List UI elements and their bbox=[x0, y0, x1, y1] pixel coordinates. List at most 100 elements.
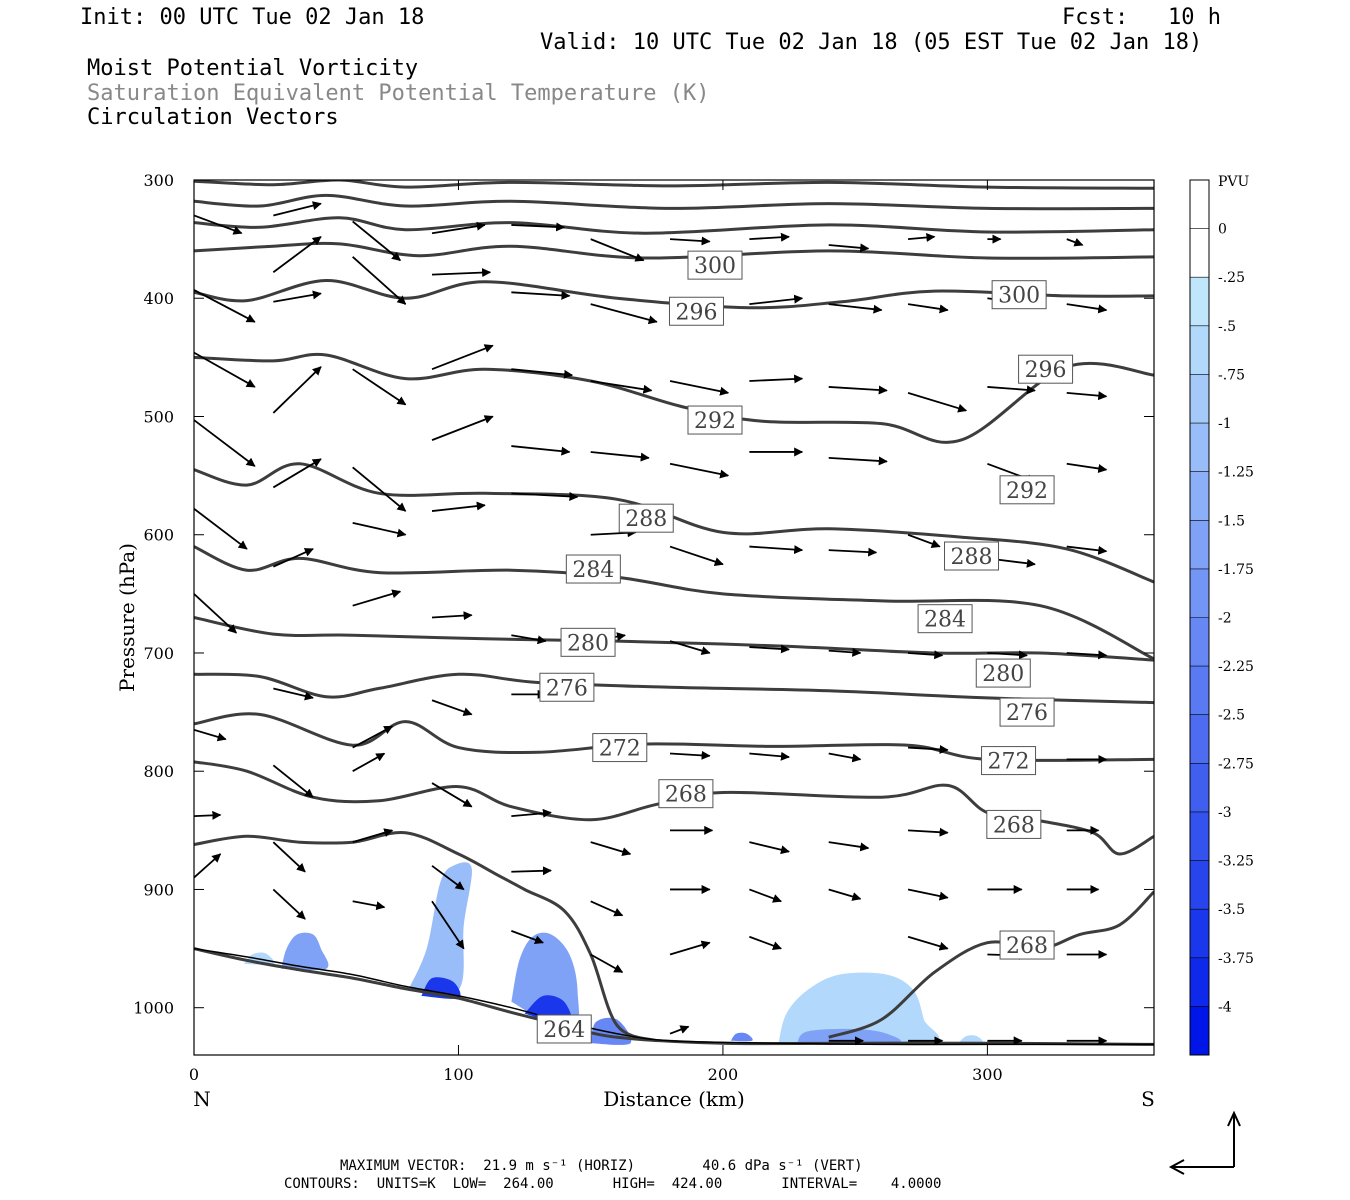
circulation-vector bbox=[907, 827, 949, 837]
contour-label-box bbox=[539, 672, 595, 702]
colorbar-swatch bbox=[1190, 471, 1209, 521]
contour-label: 272 bbox=[592, 733, 648, 763]
contour-label-box bbox=[658, 779, 714, 809]
init-time: Init: 00 UTC Tue 02 Jan 18 bbox=[80, 5, 425, 30]
circulation-vector bbox=[590, 841, 632, 856]
field-title-theta-es: Saturation Equivalent Potential Temperat… bbox=[87, 81, 710, 106]
circulation-vector bbox=[352, 522, 407, 538]
x-axis-label: Distance (km) bbox=[603, 1087, 745, 1111]
contour-label: 300 bbox=[687, 250, 743, 280]
circulation-vector bbox=[590, 900, 624, 917]
theta-contour-284 bbox=[194, 616, 1154, 662]
colorbar-frame bbox=[1189, 179, 1210, 1056]
colorbar-swatch bbox=[1190, 860, 1209, 910]
contour-label-box bbox=[592, 733, 648, 763]
circulation-vector bbox=[194, 214, 243, 235]
y-tick-label: 800 bbox=[143, 762, 174, 781]
circulation-vector bbox=[194, 419, 256, 467]
circulation-vector bbox=[828, 385, 888, 395]
colorbar-level-label: -3.25 bbox=[1218, 854, 1254, 870]
contour-label: 272 bbox=[981, 746, 1037, 776]
reference-vector-icon bbox=[1168, 1110, 1241, 1175]
contour-label-text: 292 bbox=[694, 409, 736, 434]
contour-label: 284 bbox=[917, 604, 973, 634]
y-tick-label: 600 bbox=[143, 526, 174, 545]
colorbar-swatch bbox=[1190, 568, 1209, 618]
circulation-vector bbox=[511, 290, 571, 300]
pv-region bbox=[797, 1028, 901, 1044]
colorbar-level-label: -2.25 bbox=[1218, 659, 1254, 675]
contour-label-text: 284 bbox=[924, 608, 966, 633]
contour-label-text: 272 bbox=[599, 737, 641, 762]
circulation-vector bbox=[273, 290, 322, 303]
circulation-vector bbox=[352, 725, 394, 749]
contour-label-box bbox=[991, 280, 1047, 310]
contour-label-box bbox=[986, 809, 1042, 839]
circulation-vector bbox=[669, 545, 724, 566]
circulation-vector bbox=[828, 243, 870, 253]
colorbar-level-label: -1.5 bbox=[1218, 513, 1245, 529]
circulation-vector bbox=[1066, 462, 1108, 473]
circulation-vector bbox=[907, 888, 949, 901]
colorbar-level-label: -3.5 bbox=[1218, 902, 1245, 918]
valid-time: Valid: 10 UTC Tue 02 Jan 18 (05 EST Tue … bbox=[540, 30, 1203, 55]
colorbar-level-label: 0 bbox=[1218, 222, 1227, 238]
contour-label-text: 264 bbox=[543, 1018, 585, 1043]
colorbar-swatch bbox=[1190, 374, 1209, 424]
contour-label-text: 268 bbox=[993, 813, 1035, 838]
circulation-vector bbox=[272, 236, 322, 273]
circulation-vector bbox=[511, 808, 552, 818]
circulation-vector bbox=[669, 462, 730, 479]
contour-label-text: 276 bbox=[1006, 701, 1048, 726]
contour-label-text: 280 bbox=[567, 631, 609, 656]
contour-label-text: 288 bbox=[951, 545, 993, 570]
pv-region bbox=[281, 932, 329, 971]
theta-contour-308 bbox=[194, 180, 1154, 190]
x-tick-label: 0 bbox=[189, 1065, 199, 1084]
circulation-vector bbox=[669, 236, 711, 246]
circulation-vector bbox=[273, 201, 322, 217]
circulation-vector bbox=[749, 232, 790, 242]
x-axis-south-label: S bbox=[1141, 1087, 1155, 1111]
theta-contour-302 bbox=[194, 216, 1154, 235]
circulation-vector bbox=[669, 380, 730, 396]
circulation-vector bbox=[352, 900, 386, 911]
circulation-vector bbox=[431, 699, 473, 716]
circulation-vector bbox=[431, 501, 486, 512]
circulation-vector bbox=[352, 466, 407, 512]
circulation-vector bbox=[194, 728, 227, 742]
colorbar-level-label: -2 bbox=[1218, 611, 1232, 627]
colorbar-swatch bbox=[1190, 666, 1209, 716]
contour-label-box bbox=[981, 746, 1037, 776]
contour-label-box bbox=[999, 930, 1055, 960]
circulation-vector bbox=[511, 445, 571, 456]
field-title-pv: Moist Potential Vorticity bbox=[87, 56, 419, 81]
colorbar-swatch bbox=[1190, 811, 1209, 862]
contour-label-box bbox=[560, 627, 616, 657]
colorbar-swatch bbox=[1190, 325, 1209, 375]
colorbar-level-label: -1.25 bbox=[1218, 465, 1254, 481]
circulation-vector bbox=[352, 828, 394, 844]
contour-label: 284 bbox=[565, 554, 621, 584]
circulation-vector bbox=[749, 888, 782, 903]
circulation-vector bbox=[590, 528, 637, 538]
contour-label: 292 bbox=[687, 405, 743, 435]
x-tick-label: 300 bbox=[972, 1065, 1003, 1084]
colorbar-level-label: -3.75 bbox=[1218, 951, 1254, 967]
circulation-vector bbox=[1066, 391, 1108, 401]
pv-region bbox=[778, 972, 940, 1045]
circulation-vector bbox=[749, 644, 790, 654]
y-axis-label: Pressure (hPa) bbox=[115, 543, 139, 692]
circulation-vector bbox=[669, 750, 711, 760]
theta-contour-264 bbox=[194, 947, 1154, 1046]
contour-label: 264 bbox=[536, 1014, 592, 1044]
contour-label-box bbox=[1018, 354, 1074, 384]
contour-label-text: 292 bbox=[1006, 479, 1048, 504]
circulation-vector bbox=[590, 303, 658, 325]
circulation-vector bbox=[590, 451, 650, 462]
circulation-vector bbox=[272, 841, 306, 873]
circulation-vector bbox=[907, 303, 949, 314]
circulation-vector bbox=[352, 589, 402, 607]
circulation-vector bbox=[352, 368, 407, 406]
